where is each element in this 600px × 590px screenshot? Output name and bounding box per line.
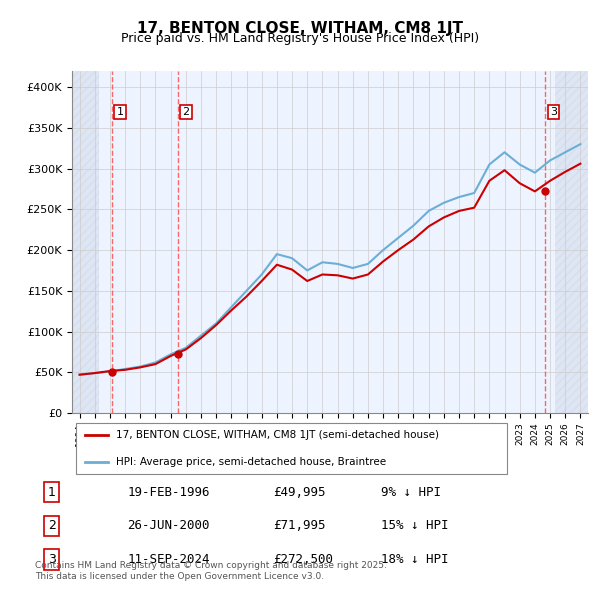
Text: £71,995: £71,995 [273, 519, 325, 532]
Text: 1: 1 [116, 107, 124, 117]
Text: Price paid vs. HM Land Registry's House Price Index (HPI): Price paid vs. HM Land Registry's House … [121, 32, 479, 45]
Text: 2: 2 [182, 107, 190, 117]
FancyBboxPatch shape [76, 424, 507, 474]
Text: 15% ↓ HPI: 15% ↓ HPI [381, 519, 449, 532]
Text: 18% ↓ HPI: 18% ↓ HPI [381, 553, 449, 566]
Text: 3: 3 [550, 107, 557, 117]
Text: 17, BENTON CLOSE, WITHAM, CM8 1JT: 17, BENTON CLOSE, WITHAM, CM8 1JT [137, 21, 463, 35]
Text: £49,995: £49,995 [273, 486, 325, 499]
Text: 3: 3 [47, 553, 56, 566]
Text: 19-FEB-1996: 19-FEB-1996 [127, 486, 210, 499]
Text: HPI: Average price, semi-detached house, Braintree: HPI: Average price, semi-detached house,… [116, 457, 386, 467]
Text: 2: 2 [47, 519, 56, 532]
Text: 9% ↓ HPI: 9% ↓ HPI [381, 486, 441, 499]
Text: 26-JUN-2000: 26-JUN-2000 [127, 519, 210, 532]
Text: 11-SEP-2024: 11-SEP-2024 [127, 553, 210, 566]
Text: Contains HM Land Registry data © Crown copyright and database right 2025.
This d: Contains HM Land Registry data © Crown c… [35, 561, 387, 581]
Bar [72, 71, 100, 413]
Text: £272,500: £272,500 [273, 553, 333, 566]
Bar [554, 71, 588, 413]
Text: 17, BENTON CLOSE, WITHAM, CM8 1JT (semi-detached house): 17, BENTON CLOSE, WITHAM, CM8 1JT (semi-… [116, 430, 439, 440]
Text: 1: 1 [47, 486, 56, 499]
